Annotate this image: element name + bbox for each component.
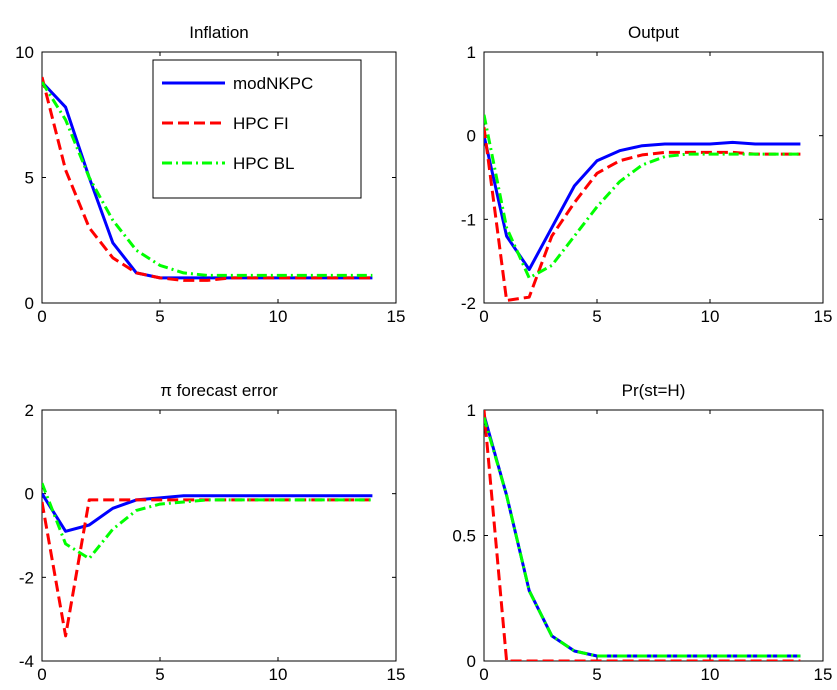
y-tick-label: 1 [467, 43, 476, 62]
legend-entry: modNKPC [233, 74, 313, 93]
series-line-modnkpc [42, 492, 373, 533]
x-tick-label: 10 [269, 307, 288, 326]
y-tick-label: 5 [25, 169, 34, 188]
subplot-3: π forecast error 0 5 10 15 -4 -2 0 2 [19, 381, 406, 684]
y-tick-label: -2 [19, 568, 34, 587]
x-tick-label: 15 [387, 307, 406, 326]
x-tick-label: 15 [387, 665, 406, 684]
subplot-title: Pr(st=H) [622, 381, 686, 400]
x-tick-label: 15 [814, 307, 833, 326]
x-tick-label: 5 [592, 307, 601, 326]
series-line-hpc-bl [484, 417, 801, 658]
y-tick-label: 0 [25, 294, 34, 313]
subplot-2: Output 0 5 10 15 -2 -1 0 1 [461, 23, 833, 326]
y-tick-label: 0.5 [452, 527, 476, 546]
x-tick-label: 15 [814, 665, 833, 684]
legend-entry: HPC FI [233, 114, 289, 133]
y-tick-label: 0 [467, 127, 476, 146]
axes-box [483, 409, 824, 662]
x-tick-label: 5 [155, 307, 164, 326]
y-tick-label: 1 [467, 401, 476, 420]
x-tick-label: 0 [479, 307, 488, 326]
legend-entry: HPC BL [233, 154, 294, 173]
subplot-4: Pr(st=H) 0 5 10 15 0 0.5 1 [452, 381, 832, 684]
series-line-hpc-bl [42, 482, 373, 560]
subplot-title: Output [628, 23, 679, 42]
x-tick-label: 0 [479, 665, 488, 684]
y-tick-label: 0 [25, 485, 34, 504]
y-tick-label: 0 [467, 652, 476, 671]
subplot-title: Inflation [189, 23, 249, 42]
x-tick-label: 10 [269, 665, 288, 684]
series-line-hpc-bl [42, 81, 373, 277]
x-tick-label: 0 [37, 665, 46, 684]
series-line-hpc-fi [42, 76, 373, 282]
series-line-modnkpc [484, 135, 801, 271]
axes-box [483, 51, 824, 304]
x-tick-label: 10 [701, 665, 720, 684]
x-tick-label: 5 [155, 665, 164, 684]
axes-box [41, 409, 397, 662]
y-tick-label: -1 [461, 210, 476, 229]
series-line-hpc-fi [484, 127, 801, 302]
y-tick-label: -4 [19, 652, 34, 671]
x-tick-label: 10 [701, 307, 720, 326]
x-tick-label: 5 [592, 665, 601, 684]
subplot-title: π forecast error [160, 381, 278, 400]
y-tick-label: 10 [15, 43, 34, 62]
y-tick-label: -2 [461, 294, 476, 313]
y-tick-label: 2 [25, 401, 34, 420]
subplot-1: Inflation 0 5 10 15 0 5 10 modNKPC HPC FI HPC BL [15, 23, 405, 326]
x-tick-label: 0 [37, 307, 46, 326]
legend: modNKPC HPC FI HPC BL [152, 59, 362, 199]
